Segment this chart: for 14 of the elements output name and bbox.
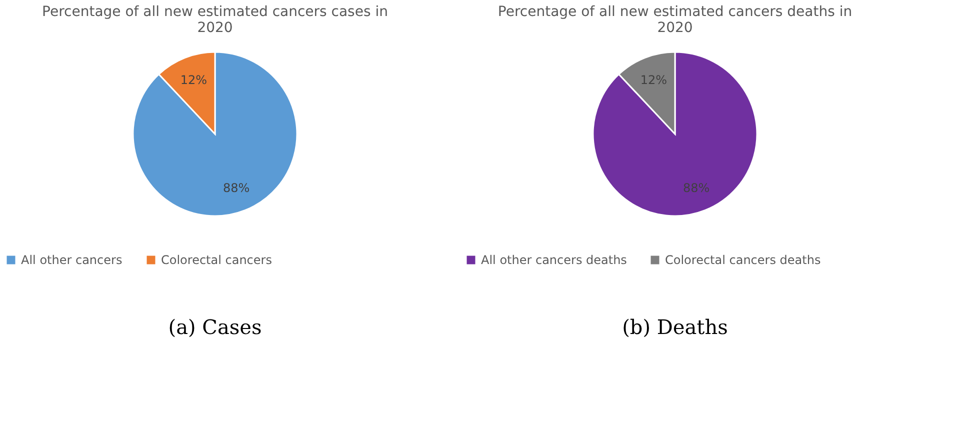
data-label: 12% [640, 73, 667, 88]
chart-title: Percentage of all new estimated cancers deaths in 2020 [498, 4, 852, 36]
data-label: 88% [223, 180, 250, 195]
chart-title: Percentage of all new estimated cancers cases in 2020 [42, 4, 388, 36]
pie-slice [132, 51, 298, 217]
data-label: 12% [180, 73, 207, 88]
data-label: 88% [683, 180, 710, 195]
legend-label: Colorectal cancers [161, 253, 272, 267]
text: (a) Cases [168, 315, 262, 339]
legend-label: Colorectal cancers deaths [665, 253, 821, 267]
legend-label: All other cancers [21, 253, 122, 267]
text: (b) Deaths [622, 315, 728, 339]
pie-slice [592, 51, 758, 217]
legend-label: All other cancers deaths [481, 253, 627, 267]
